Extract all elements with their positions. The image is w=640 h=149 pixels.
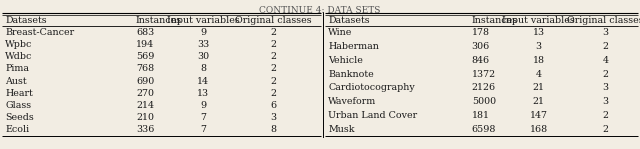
Text: 13: 13 [532, 28, 545, 37]
Text: 7: 7 [200, 125, 206, 134]
Text: 214: 214 [136, 101, 154, 110]
Text: 683: 683 [136, 28, 154, 37]
Text: 2: 2 [270, 64, 276, 73]
Text: 21: 21 [532, 83, 545, 92]
Text: 306: 306 [472, 42, 490, 51]
Text: 3: 3 [536, 42, 542, 51]
Text: 846: 846 [472, 56, 490, 65]
Text: 4: 4 [536, 70, 541, 79]
Text: 768: 768 [136, 64, 154, 73]
Text: Glass: Glass [5, 101, 31, 110]
Text: 2: 2 [603, 125, 609, 134]
Text: 147: 147 [530, 111, 548, 120]
Text: Seeds: Seeds [5, 113, 34, 122]
Text: 168: 168 [530, 125, 548, 134]
Text: Instances: Instances [472, 16, 518, 25]
Text: Heart: Heart [5, 89, 33, 98]
Text: 6: 6 [270, 101, 276, 110]
Text: 2126: 2126 [472, 83, 496, 92]
Text: Urban Land Cover: Urban Land Cover [328, 111, 417, 120]
Text: 4: 4 [603, 56, 609, 65]
Text: Datasets: Datasets [5, 16, 47, 25]
Text: Input variables: Input variables [166, 16, 239, 25]
Text: Datasets: Datasets [328, 16, 370, 25]
Text: 210: 210 [136, 113, 154, 122]
Text: 178: 178 [472, 28, 490, 37]
Text: 3: 3 [603, 28, 609, 37]
Text: 8: 8 [270, 125, 276, 134]
Text: Haberman: Haberman [328, 42, 379, 51]
Text: 5000: 5000 [472, 97, 496, 106]
Text: Banknote: Banknote [328, 70, 374, 79]
Text: Wine: Wine [328, 28, 353, 37]
Text: 8: 8 [200, 64, 206, 73]
Text: Vehicle: Vehicle [328, 56, 363, 65]
Text: 14: 14 [197, 76, 209, 86]
Text: 270: 270 [136, 89, 154, 98]
Text: 2: 2 [603, 42, 609, 51]
Text: 2: 2 [270, 40, 276, 49]
Text: Waveform: Waveform [328, 97, 376, 106]
Text: 30: 30 [197, 52, 209, 61]
Text: Wdbc: Wdbc [5, 52, 33, 61]
Text: 9: 9 [200, 28, 206, 37]
Text: 569: 569 [136, 52, 154, 61]
Text: Pima: Pima [5, 64, 29, 73]
Text: Musk: Musk [328, 125, 355, 134]
Text: 13: 13 [197, 89, 209, 98]
Text: 181: 181 [472, 111, 490, 120]
Text: 2: 2 [270, 89, 276, 98]
Text: Cardiotocography: Cardiotocography [328, 83, 415, 92]
Text: 3: 3 [603, 97, 609, 106]
Text: CONTINUE 4: DATA SETS: CONTINUE 4: DATA SETS [259, 6, 381, 15]
Text: 336: 336 [136, 125, 154, 134]
Text: Original classes: Original classes [235, 16, 312, 25]
Text: 33: 33 [197, 40, 209, 49]
Text: 194: 194 [136, 40, 154, 49]
Text: 7: 7 [200, 113, 206, 122]
Text: 2: 2 [270, 28, 276, 37]
Text: 3: 3 [270, 113, 276, 122]
Text: 21: 21 [532, 97, 545, 106]
Text: Original classes: Original classes [568, 16, 640, 25]
Text: 3: 3 [603, 83, 609, 92]
Text: Aust: Aust [5, 76, 27, 86]
Text: 2: 2 [603, 70, 609, 79]
Text: 9: 9 [200, 101, 206, 110]
Text: 2: 2 [270, 76, 276, 86]
Text: Wpbc: Wpbc [5, 40, 33, 49]
Text: 18: 18 [532, 56, 545, 65]
Text: 6598: 6598 [472, 125, 496, 134]
Text: Breast-Cancer: Breast-Cancer [5, 28, 74, 37]
Text: Input variables: Input variables [502, 16, 575, 25]
Text: 2: 2 [603, 111, 609, 120]
Text: Instances: Instances [136, 16, 182, 25]
Text: 1372: 1372 [472, 70, 496, 79]
Text: 2: 2 [270, 52, 276, 61]
Text: Ecoli: Ecoli [5, 125, 29, 134]
Text: 690: 690 [136, 76, 154, 86]
